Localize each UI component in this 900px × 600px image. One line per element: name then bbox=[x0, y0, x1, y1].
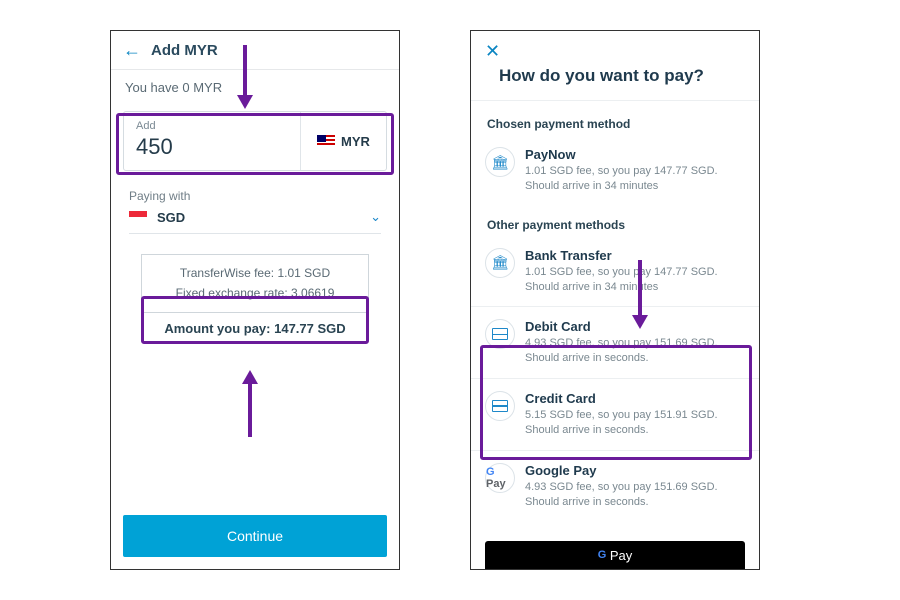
amount-you-pay: Amount you pay: 147.77 SGD bbox=[111, 321, 399, 336]
amount-input-area[interactable]: Add 450 bbox=[124, 112, 300, 170]
screen-add-money: ← Add MYR You have 0 MYR Add 450 MYR Pay… bbox=[110, 30, 400, 570]
method-desc: 4.93 SGD fee, so you pay 151.69 SGD. Sho… bbox=[525, 480, 745, 510]
paying-with-section: Paying with SGD ⌄ bbox=[111, 171, 399, 240]
rate-line: Fixed exchange rate: 3.06619 bbox=[152, 283, 358, 303]
method-bank-transfer[interactable]: Bank Transfer 1.01 SGD fee, so you pay 1… bbox=[471, 240, 759, 303]
method-desc: 5.15 SGD fee, so you pay 151.91 SGD. Sho… bbox=[525, 408, 745, 438]
method-google-pay[interactable]: G Pay Google Pay 4.93 SGD fee, so you pa… bbox=[471, 455, 759, 518]
divider bbox=[471, 450, 759, 451]
method-title: Debit Card bbox=[525, 319, 745, 334]
google-g-icon: G bbox=[598, 549, 607, 561]
google-pay-icon: G Pay bbox=[485, 463, 515, 493]
bank-icon bbox=[485, 248, 515, 278]
back-arrow-icon[interactable]: ← bbox=[123, 41, 141, 59]
chosen-method-label: Chosen payment method bbox=[471, 101, 759, 139]
continue-button[interactable]: Continue bbox=[123, 515, 387, 557]
method-debit-card[interactable]: Debit Card 4.93 SGD fee, so you pay 151.… bbox=[471, 311, 759, 374]
fee-info-box: TransferWise fee: 1.01 SGD Fixed exchang… bbox=[141, 254, 369, 313]
screen-payment-method: ✕ How do you want to pay? Chosen payment… bbox=[470, 30, 760, 570]
method-title: PayNow bbox=[525, 147, 745, 162]
chevron-down-icon[interactable]: ⌄ bbox=[370, 209, 381, 225]
payment-title: How do you want to pay? bbox=[471, 62, 759, 101]
amount-value[interactable]: 450 bbox=[136, 134, 288, 160]
divider bbox=[471, 378, 759, 379]
amount-card[interactable]: Add 450 MYR bbox=[123, 111, 387, 171]
method-paynow[interactable]: PayNow 1.01 SGD fee, so you pay 147.77 S… bbox=[471, 139, 759, 202]
gpay-button-label: Pay bbox=[610, 548, 632, 563]
card-icon bbox=[485, 391, 515, 421]
flag-sgd-icon bbox=[129, 211, 147, 223]
method-title: Bank Transfer bbox=[525, 248, 745, 263]
currency-code: MYR bbox=[341, 134, 370, 149]
method-desc: 4.93 SGD fee, so you pay 151.69 SGD. Sho… bbox=[525, 336, 745, 366]
header: ← Add MYR bbox=[111, 31, 399, 70]
method-credit-card[interactable]: Credit Card 5.15 SGD fee, so you pay 151… bbox=[471, 383, 759, 446]
fee-line: TransferWise fee: 1.01 SGD bbox=[152, 263, 358, 283]
method-desc: 1.01 SGD fee, so you pay 147.77 SGD. Sho… bbox=[525, 265, 745, 295]
google-pay-button[interactable]: G Pay bbox=[485, 541, 745, 569]
flag-myr-icon bbox=[317, 135, 335, 147]
balance-text: You have 0 MYR bbox=[111, 70, 399, 105]
method-desc: 1.01 SGD fee, so you pay 147.77 SGD. Sho… bbox=[525, 164, 745, 194]
divider bbox=[471, 306, 759, 307]
amount-label: Add bbox=[136, 120, 288, 132]
currency-selector[interactable]: MYR bbox=[300, 112, 386, 170]
close-icon[interactable]: ✕ bbox=[471, 31, 759, 62]
bank-icon bbox=[485, 147, 515, 177]
paying-with-selector[interactable]: SGD ⌄ bbox=[129, 209, 381, 234]
paying-with-label: Paying with bbox=[129, 189, 381, 203]
method-title: Google Pay bbox=[525, 463, 745, 478]
card-icon bbox=[485, 319, 515, 349]
other-methods-label: Other payment methods bbox=[471, 202, 759, 240]
header-title: Add MYR bbox=[151, 42, 218, 59]
paying-with-currency: SGD bbox=[157, 210, 185, 225]
method-title: Credit Card bbox=[525, 391, 745, 406]
